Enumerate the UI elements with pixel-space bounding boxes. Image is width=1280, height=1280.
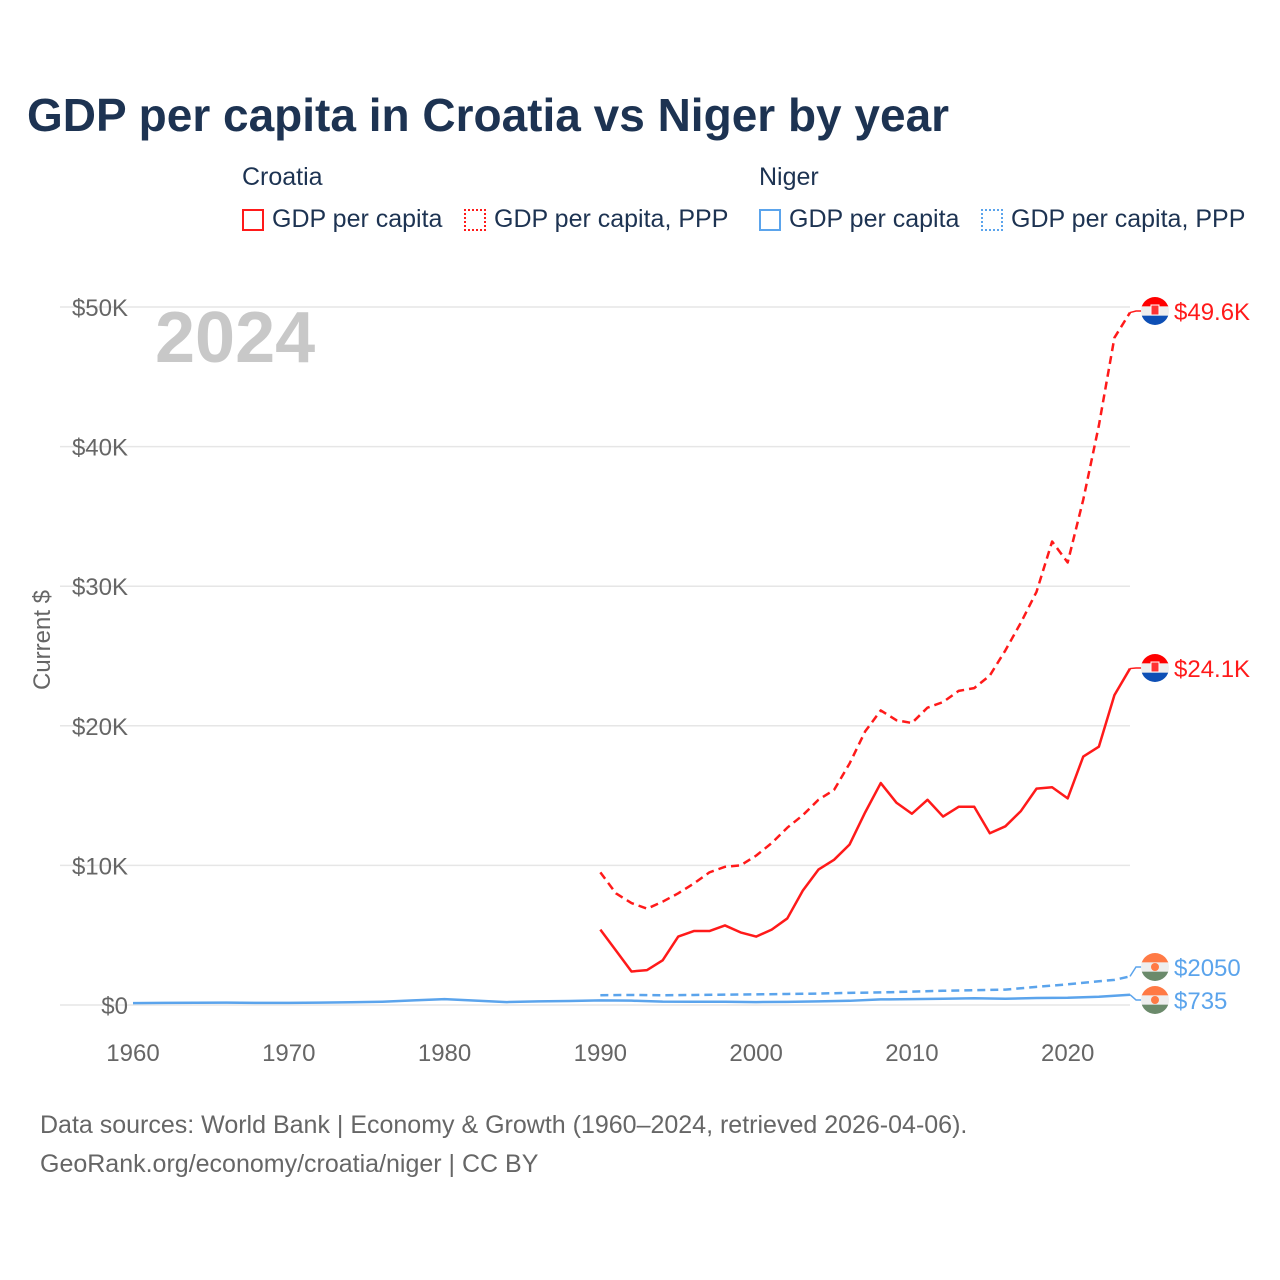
niger-flag-icon [1141, 953, 1169, 981]
legend-croatia-ppp[interactable]: GDP per capita, PPP [464, 205, 728, 234]
legend-niger-ppp[interactable]: GDP per capita, PPP [981, 205, 1245, 234]
source-link[interactable]: GeoRank.org/economy/croatia/niger | CC B… [40, 1150, 539, 1178]
series-line-croatia-dashed [599, 311, 1132, 910]
end-connector [1129, 966, 1142, 977]
end-value-label: $24.1K [1174, 656, 1250, 683]
flag-coat-of-arms [1150, 661, 1160, 673]
flag-stripe [1141, 953, 1169, 963]
end-connector [1129, 310, 1142, 314]
flag-stripe [1141, 986, 1169, 996]
flag-sun [1151, 996, 1159, 1004]
x-tick-label: 1980 [418, 1040, 471, 1067]
legend-croatia-gdp[interactable]: GDP per capita [242, 205, 442, 234]
legend-swatch-solid [759, 208, 781, 231]
x-tick-label: 2000 [729, 1040, 782, 1067]
series-line-croatia-solid [599, 667, 1132, 973]
flag-sun [1151, 963, 1159, 971]
legend-swatch-solid [242, 208, 264, 231]
legend-group-niger: Niger [759, 163, 819, 191]
croatia-flag-icon [1141, 654, 1169, 682]
legend-label: GDP per capita, PPP [494, 205, 729, 233]
end-connector [1129, 667, 1142, 670]
legend-label: GDP per capita, PPP [1011, 205, 1246, 233]
flag-stripe [1141, 297, 1169, 307]
legend-label: GDP per capita [789, 205, 960, 233]
x-tick-label: 1960 [106, 1040, 159, 1067]
series-line-niger-solid [132, 993, 1131, 1005]
flag-stripe [1141, 672, 1169, 682]
flag-coat-of-arms [1150, 304, 1160, 316]
x-tick-label: 1990 [574, 1040, 627, 1067]
year-watermark: 2024 [155, 298, 315, 378]
footer: Data sources: World Bank | Economy & Gro… [40, 1106, 967, 1184]
chart-title: GDP per capita in Croatia vs Niger by ye… [27, 89, 950, 141]
legend-swatch-dotted [981, 208, 1003, 231]
legend-label: GDP per capita [272, 205, 443, 233]
legend-swatch-dotted [464, 208, 486, 231]
end-value-label: $49.6K [1174, 299, 1250, 326]
y-tick-label: $20K [72, 714, 128, 741]
y-axis-label: Current $ [29, 590, 56, 690]
flag-stripe [1141, 654, 1169, 664]
y-tick-label: $30K [72, 574, 128, 601]
y-tick-label: $40K [72, 435, 128, 462]
data-source: Data sources: World Bank | Economy & Gro… [40, 1111, 968, 1139]
legend-group-croatia: Croatia [242, 163, 323, 191]
niger-flag-icon [1141, 986, 1169, 1014]
x-tick-label: 1970 [262, 1040, 315, 1067]
end-value-label: $2050 [1174, 955, 1241, 982]
y-tick-label: $50K [72, 295, 128, 322]
series-line-niger-dashed [600, 975, 1131, 997]
flag-stripe [1141, 1004, 1169, 1014]
y-tick-label: $10K [72, 853, 128, 880]
x-tick-label: 2010 [885, 1040, 938, 1067]
flag-stripe [1141, 315, 1169, 325]
flag-stripe [1141, 971, 1169, 981]
y-tick-label: $0 [101, 993, 128, 1020]
legend-niger-gdp[interactable]: GDP per capita [759, 205, 959, 234]
end-value-label: $735 [1174, 988, 1227, 1015]
x-tick-label: 2020 [1041, 1040, 1094, 1067]
end-connector [1129, 994, 1142, 1001]
croatia-flag-icon [1141, 297, 1169, 325]
